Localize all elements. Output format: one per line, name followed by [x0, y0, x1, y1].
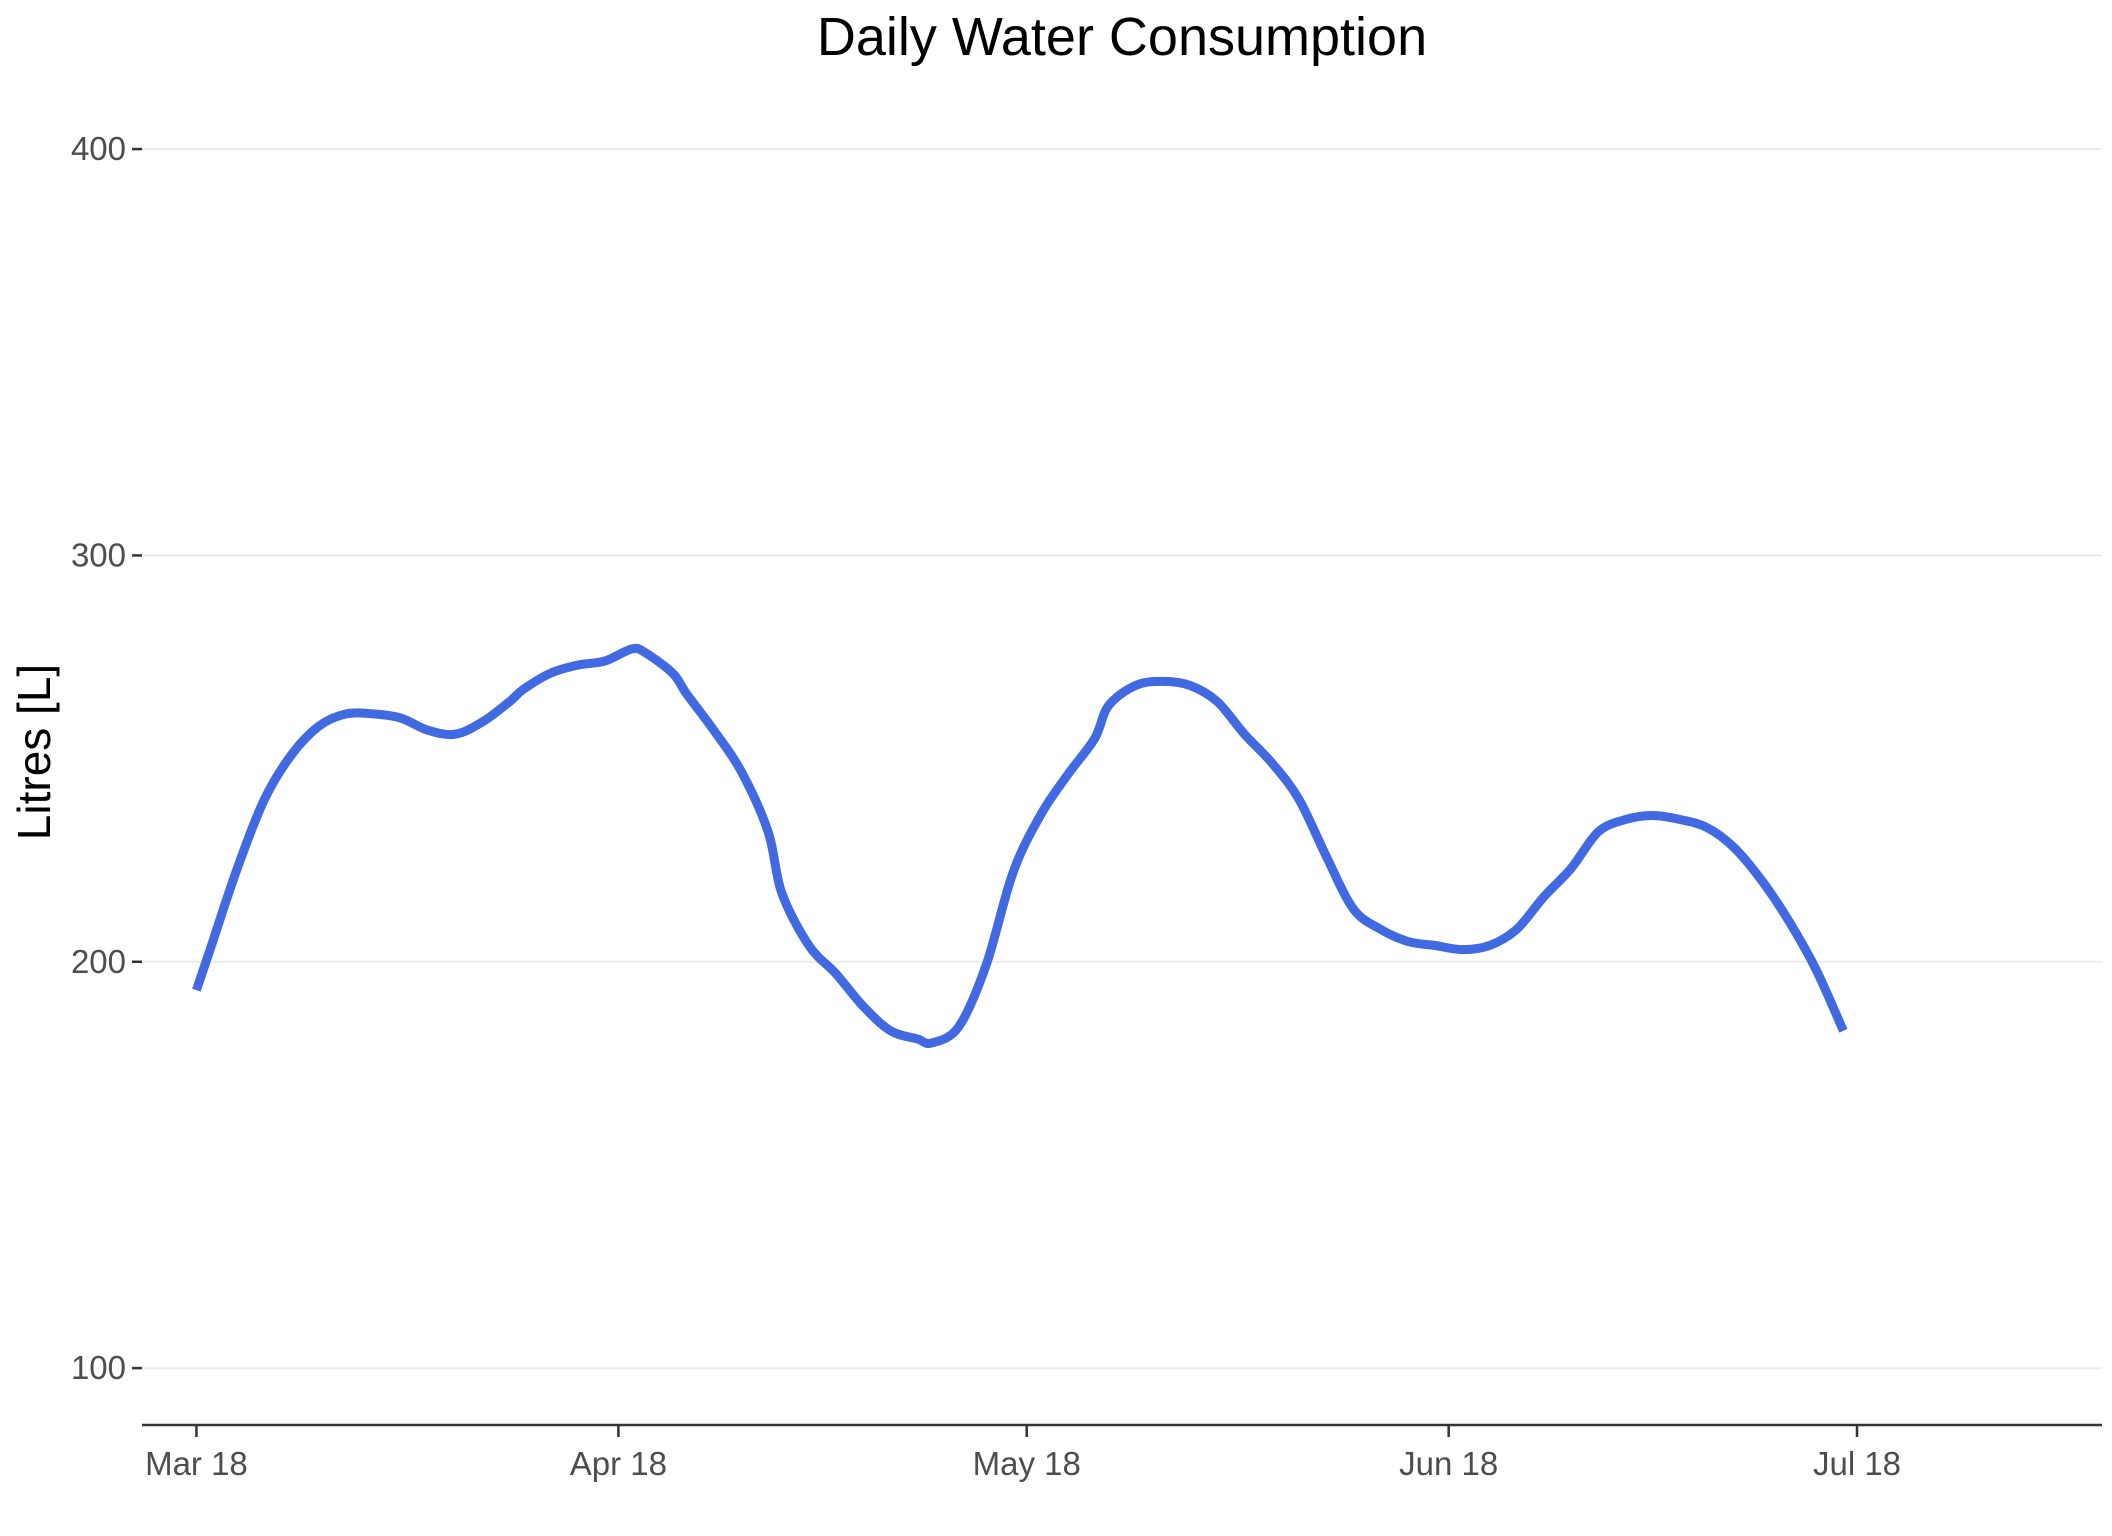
- x-tick-label-apr-18: Apr 18: [570, 1445, 667, 1482]
- series-layer: [192, 643, 1848, 1049]
- x-tick-label-mar-18: Mar 18: [145, 1445, 248, 1482]
- gridlines: [142, 148, 2102, 1370]
- x-tick-label-may-18: May 18: [973, 1445, 1081, 1482]
- y-tick-label-100: 100: [71, 1349, 126, 1386]
- series-line-0: [192, 643, 1848, 1049]
- y-tick-label-200: 200: [71, 943, 126, 980]
- x-tick-label-jun-18: Jun 18: [1399, 1445, 1498, 1482]
- chart-title: Daily Water Consumption: [817, 7, 1427, 67]
- y-axis-label: Litres [L]: [8, 664, 60, 840]
- y-tick-label-400: 400: [71, 130, 126, 167]
- y-axis: 100 200 300 400: [71, 130, 142, 1386]
- x-tick-label-jul-18: Jul 18: [1813, 1445, 1901, 1482]
- y-tick-label-300: 300: [71, 536, 126, 573]
- x-axis: Mar 18 Apr 18 May 18 Jun 18 Jul 18: [142, 1423, 2102, 1482]
